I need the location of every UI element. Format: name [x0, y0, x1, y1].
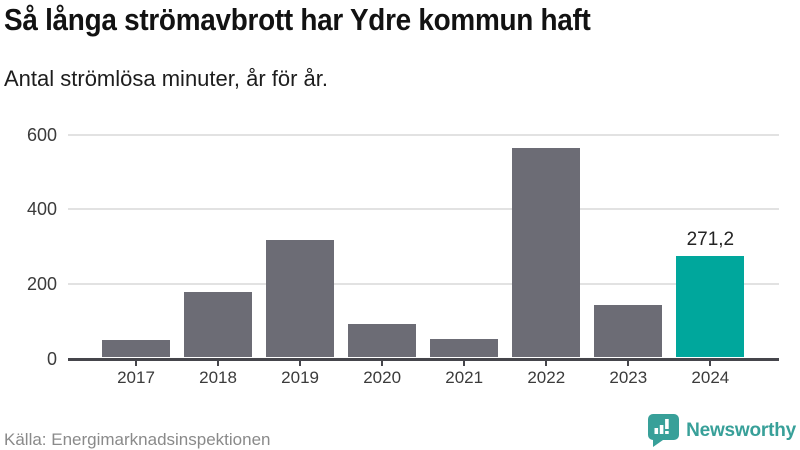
gridline-y-600	[68, 133, 779, 136]
bar-2021	[430, 339, 499, 358]
gridline-y-200	[68, 283, 779, 286]
x-axis-tick-label: 2021	[445, 368, 484, 387]
gridline-y-400	[68, 208, 779, 211]
x-axis-tickmark	[545, 360, 548, 366]
newsworthy-logo[interactable]: Newsworthy	[648, 413, 796, 449]
x-axis-tick-label: 2017	[117, 368, 155, 387]
x-axis-tickmark	[217, 360, 220, 366]
chart-subtitle: Antal strömlösa minuter, år för år.	[4, 66, 329, 91]
x-axis-tick-label: 2023	[609, 368, 648, 387]
y-axis-tick-label: 0	[46, 349, 57, 369]
source-note: Källa: Energimarknadsinspektionen	[4, 430, 271, 449]
y-axis-tick-label: 600	[26, 124, 57, 145]
highlight-value-label: 271,2	[686, 229, 735, 251]
y-axis-tick-label: 200	[26, 274, 57, 295]
x-axis-tickmark	[299, 360, 302, 366]
x-axis-tickmark	[709, 360, 712, 366]
x-axis-tick-label: 2019	[281, 368, 319, 387]
y-axis-tick-label: 400	[26, 199, 57, 220]
x-axis-tickmark	[463, 360, 466, 366]
x-axis-tick-label: 2024	[691, 368, 730, 387]
x-axis-tick-label: 2020	[363, 368, 402, 387]
bar-2019	[266, 240, 335, 358]
x-axis-tickmark	[627, 360, 630, 366]
newsworthy-wordmark: Newsworthy	[686, 420, 796, 441]
x-axis-tick-label: 2018	[199, 368, 237, 387]
bar-2022	[512, 147, 581, 358]
x-axis-tickmark	[381, 360, 384, 366]
bar-2024	[676, 256, 745, 358]
x-axis-tickmark	[135, 360, 137, 366]
chart-title: Så långa strömavbrott har Ydre kommun ha…	[4, 2, 591, 37]
newsworthy-bubble-chart-icon	[648, 414, 680, 447]
bar-2017	[102, 339, 170, 358]
bar-2020	[348, 323, 417, 358]
x-axis-tick-label: 2022	[527, 368, 566, 387]
bar-2018	[184, 291, 253, 358]
bar-2023	[594, 304, 663, 358]
x-axis-line	[68, 357, 779, 361]
